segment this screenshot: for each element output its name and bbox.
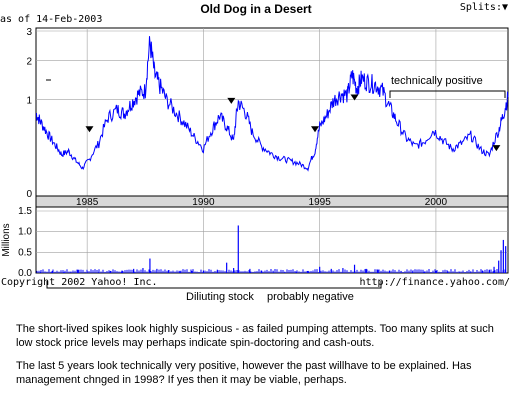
split-marker — [311, 126, 320, 133]
price-panel: 0 1 2 3 — [26, 27, 509, 200]
as-of-date: as of 14-Feb-2003 — [0, 14, 103, 25]
technically-positive-label: technically positive — [391, 75, 483, 87]
price-y-ticks: 0 1 2 3 — [26, 27, 32, 200]
splits-legend: Splits:▼ — [459, 2, 508, 13]
price-y-tick-label: 0 — [26, 189, 32, 200]
split-marker — [227, 97, 236, 104]
volume-panel: 0.0 0.5 1.0 1.5 Millions — [1, 206, 509, 279]
volume-y-tick-label: 1.0 — [18, 227, 32, 238]
volume-y-tick-label: 0.5 — [18, 247, 32, 258]
diluting-bracket — [46, 281, 382, 289]
price-series-line — [35, 36, 509, 172]
x-tick-label: 1990 — [192, 197, 215, 208]
copyright-text: Copyright 2002 Yahoo! Inc. — [1, 277, 158, 288]
volume-y-ticks: 0.0 0.5 1.0 1.5 — [18, 206, 32, 279]
source-url[interactable]: http://finance.yahoo.com/ — [359, 277, 510, 288]
annotations: technically positive Diliuting stock pro… — [46, 75, 506, 303]
price-grid — [36, 28, 508, 196]
probably-negative-label: probably negative — [267, 291, 354, 303]
price-volume-chart: 0 1 2 3 1985 1990 1995 2000 0.0 0.5 1.0 1.5 Milli… — [1, 27, 509, 303]
price-y-tick-label: 1 — [26, 95, 32, 106]
note-paragraph-2: The last 5 years look technically very p… — [16, 360, 472, 386]
note-paragraph-1: The short-lived spikes look highly suspi… — [16, 323, 494, 349]
diluting-label: Diliuting stock — [186, 291, 254, 303]
volume-grid — [36, 207, 508, 273]
price-plot-area — [35, 27, 509, 197]
volume-axis-label: Millions — [1, 223, 12, 256]
price-y-tick-label: 3 — [26, 27, 32, 38]
technically-positive-bracket — [389, 90, 506, 98]
volume-plot-area — [35, 206, 509, 274]
x-axis: 1985 1990 1995 2000 — [35, 195, 509, 208]
volume-y-tick-label: 1.5 — [18, 206, 32, 217]
x-tick-label: 1995 — [309, 197, 332, 208]
volume-bars — [36, 225, 507, 273]
split-markers — [85, 94, 501, 152]
split-marker — [85, 126, 94, 133]
split-marker — [350, 94, 359, 101]
price-y-tick-label: 2 — [26, 57, 32, 68]
x-tick-label: 1985 — [76, 197, 99, 208]
split-marker — [492, 145, 501, 152]
x-tick-label: 2000 — [425, 197, 448, 208]
chart-title: Old Dog in a Desert — [200, 2, 312, 16]
x-ticks: 1985 1990 1995 2000 — [76, 197, 447, 208]
volume-y-tick-label: 0.0 — [18, 268, 32, 279]
